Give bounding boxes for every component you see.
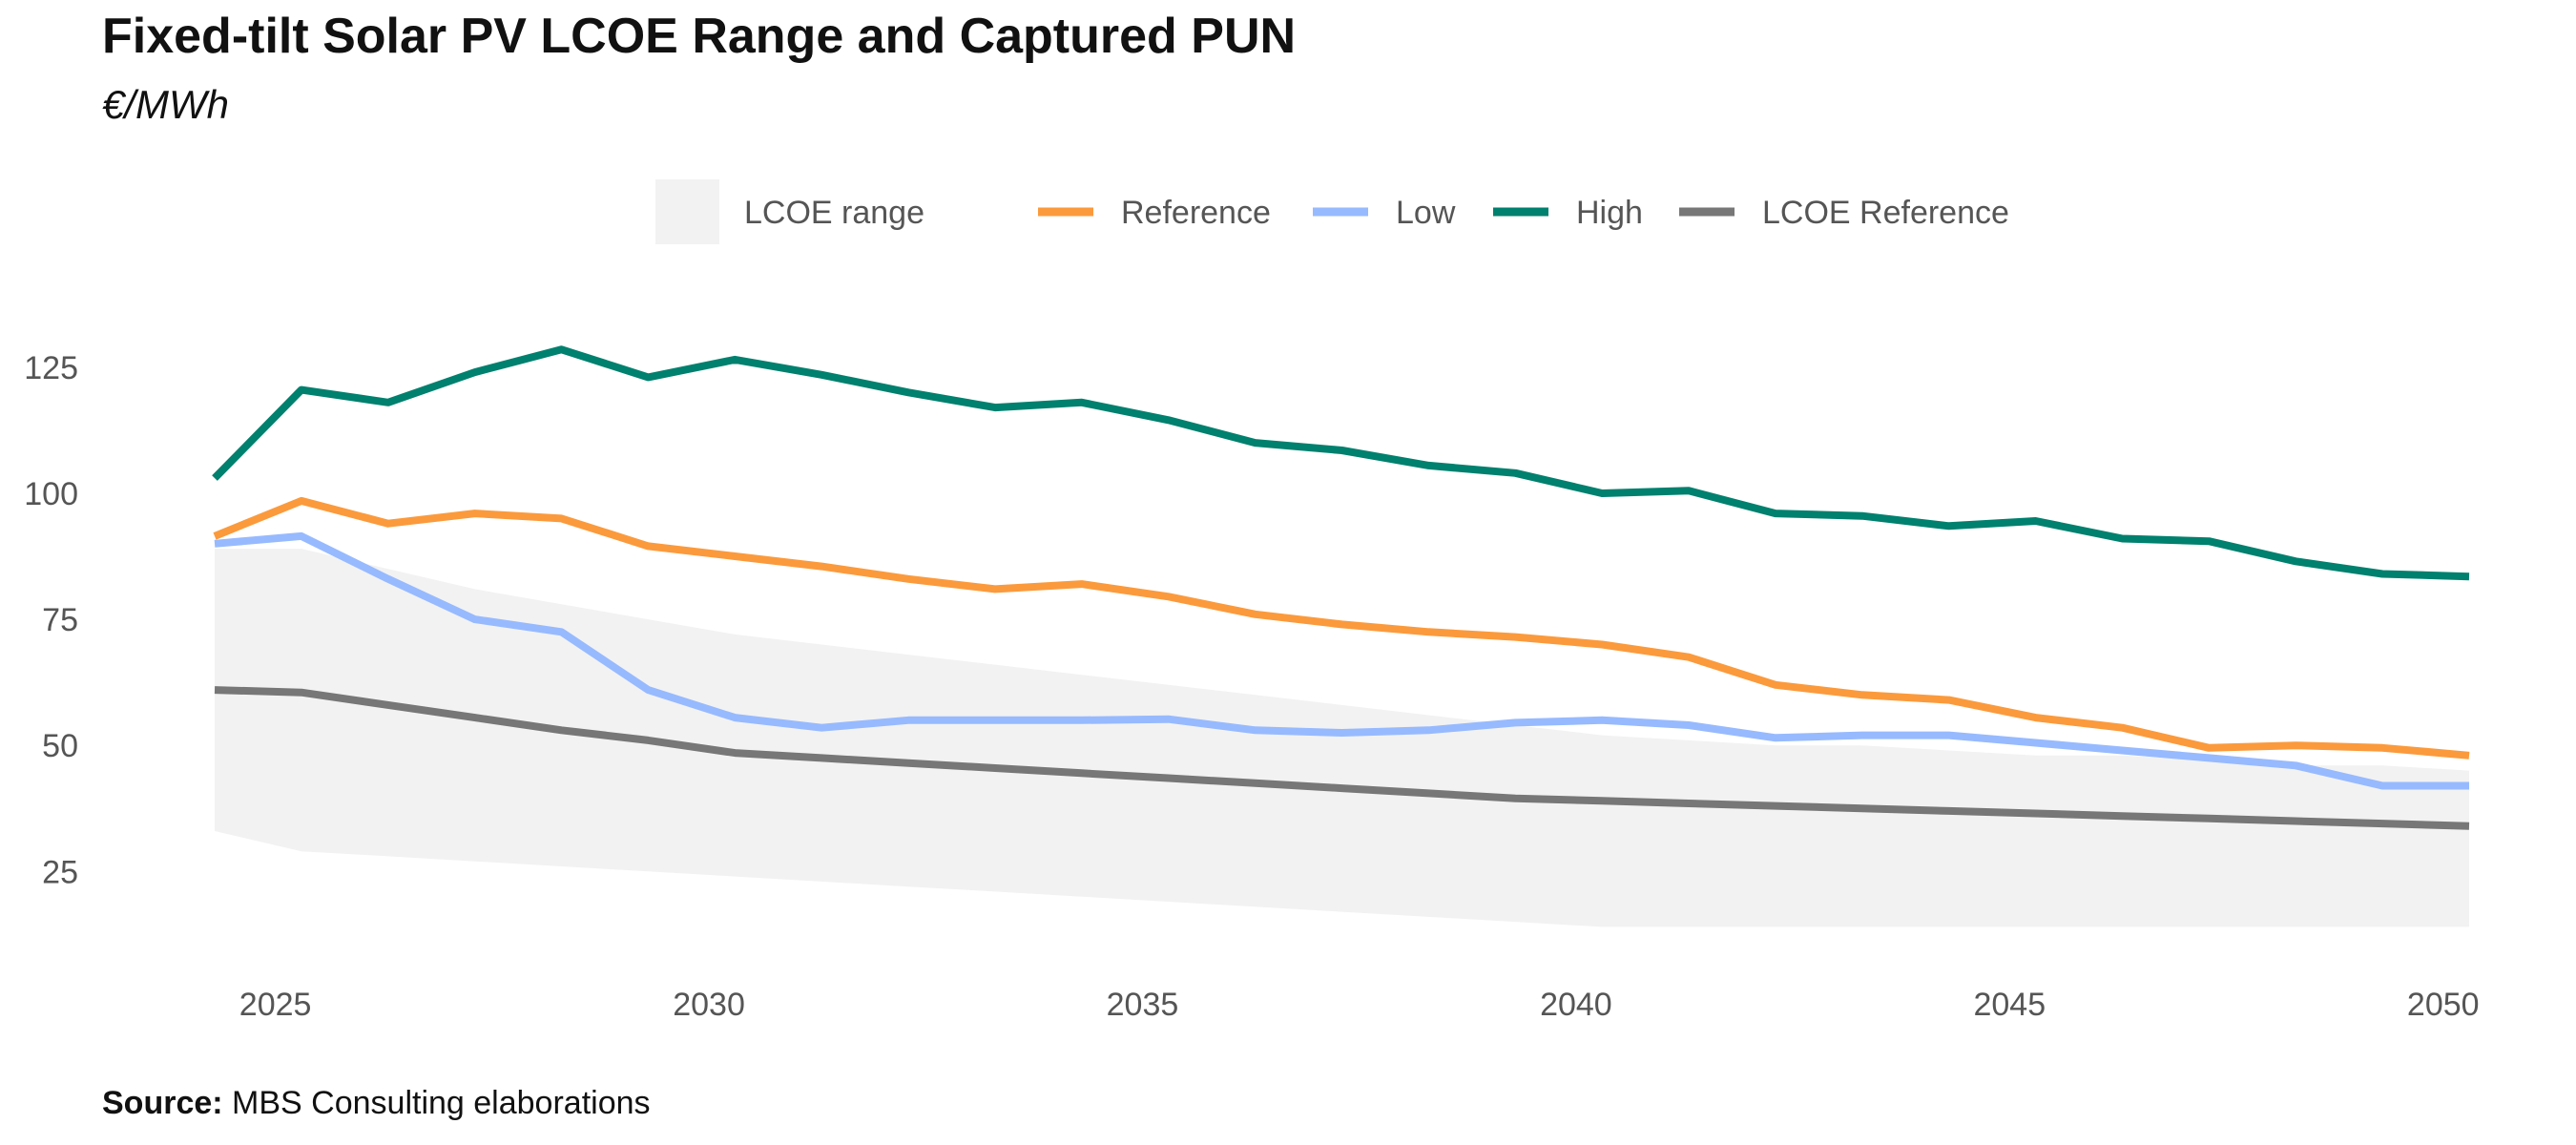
legend-item-range: LCOE range: [655, 179, 924, 244]
y-tick-label: 75: [42, 602, 78, 638]
series-line-lcoe-reference: [214, 686, 2470, 830]
series-line-reference: [213, 496, 2470, 760]
legend-label: LCOE Reference: [1762, 195, 2009, 231]
legend-label: Reference: [1121, 195, 1271, 231]
axis-labels-layer: 25 50 75 100 125 2025 2030 2035 2040 2045 2050: [24, 350, 2479, 1023]
series-line-high: [212, 345, 2470, 581]
source-label: Source:: [102, 1085, 223, 1121]
lcoe-range-area: [215, 549, 2469, 927]
source-note: Source: MBS Consulting elaborations: [102, 1085, 651, 1122]
x-tick-label: 2030: [673, 987, 745, 1023]
legend-label: Low: [1396, 195, 1456, 231]
x-tick-label: 2040: [1540, 987, 1612, 1023]
x-tick-label: 2050: [2407, 987, 2480, 1023]
legend-label: High: [1576, 195, 1643, 231]
series-lines-layer: [212, 345, 2470, 830]
x-tick-label: 2025: [239, 987, 312, 1023]
legend-label: LCOE range: [744, 195, 924, 231]
y-tick-label: 125: [24, 350, 78, 386]
y-tick-label: 25: [42, 854, 78, 890]
range-area-layer: [215, 549, 2469, 927]
chart-title: Fixed-tilt Solar PV LCOE Range and Captu…: [102, 9, 1297, 64]
legend: LCOE range Reference Low High LCOE Reference: [655, 179, 2009, 244]
x-tick-label: 2035: [1107, 987, 1179, 1023]
chart-subtitle: €/MWh: [102, 82, 230, 127]
legend-item-low: Low: [1313, 195, 1456, 231]
legend-item-lcoe-reference: LCOE Reference: [1679, 195, 2009, 231]
x-tick-label: 2045: [1973, 987, 2046, 1023]
source-text: MBS Consulting elaborations: [232, 1085, 651, 1121]
series-line-low: [214, 531, 2469, 790]
y-tick-label: 50: [42, 728, 78, 764]
legend-item-reference: Reference: [1038, 195, 1271, 231]
legend-item-high: High: [1493, 195, 1643, 231]
y-tick-label: 100: [24, 476, 78, 512]
legend-swatch-range: [655, 179, 719, 244]
